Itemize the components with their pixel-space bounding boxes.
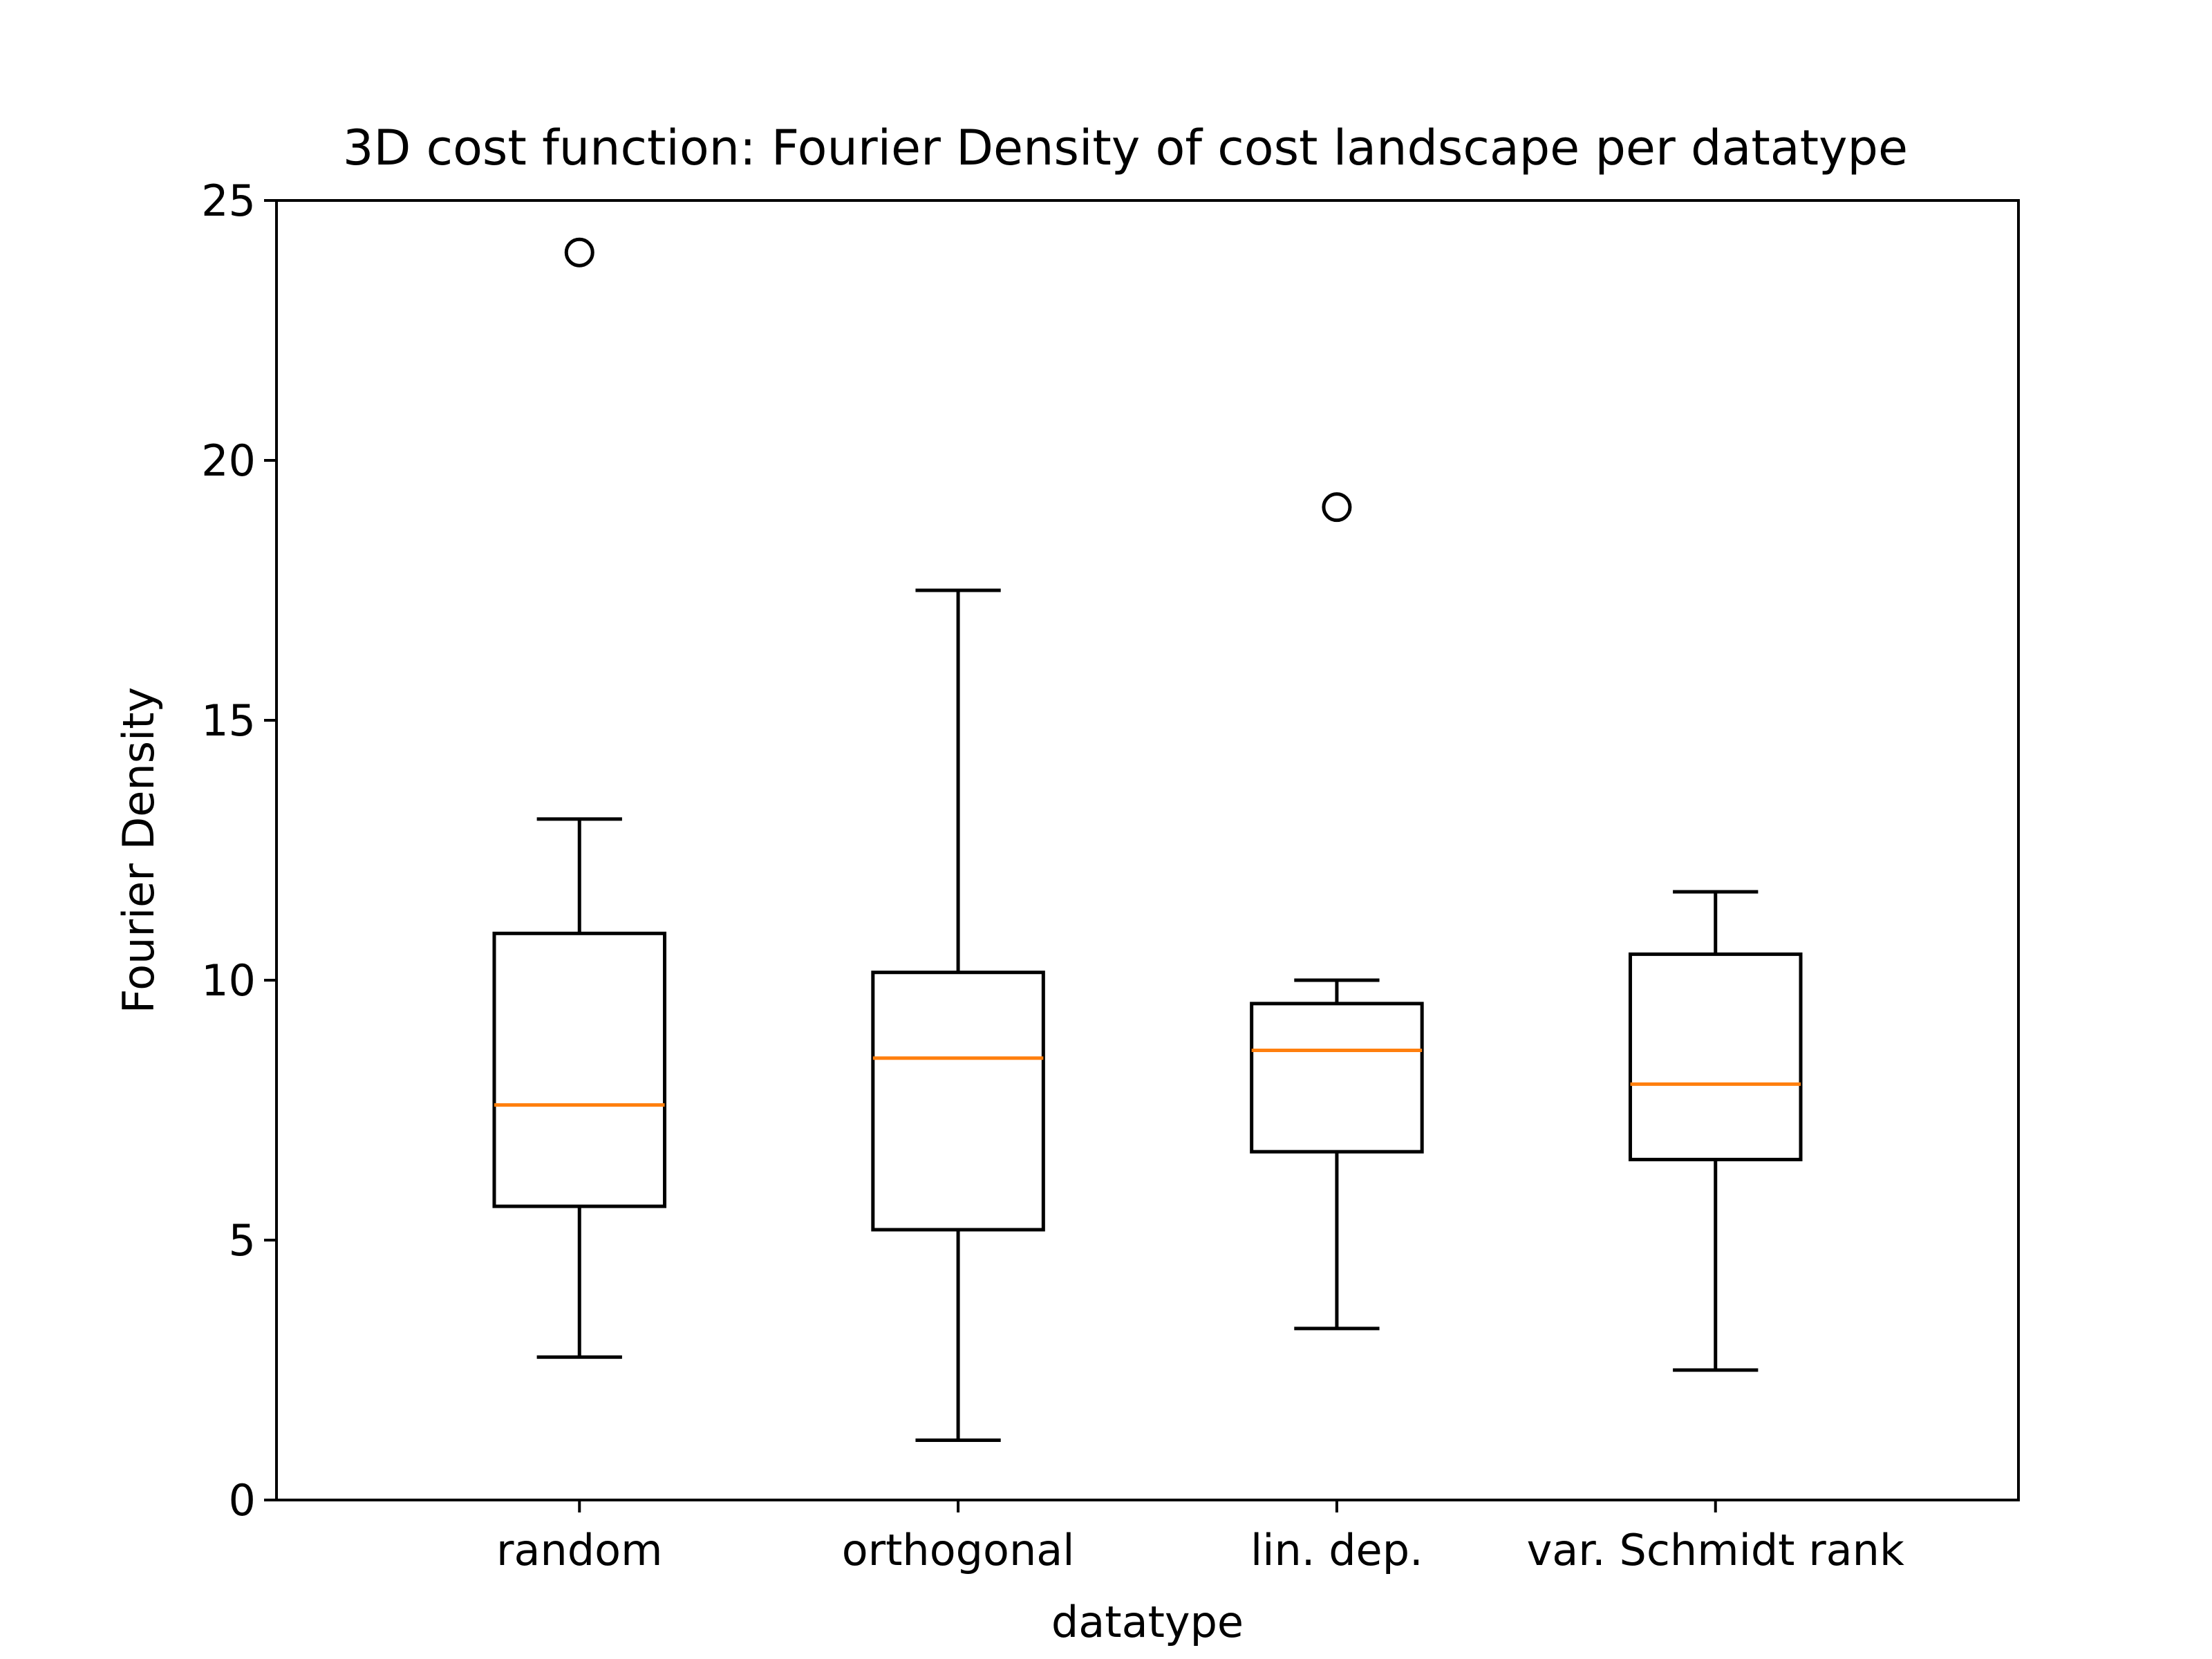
plot-area xyxy=(492,237,1803,1443)
outlier-point xyxy=(1322,492,1352,523)
y-tick-label: 10 xyxy=(201,955,256,1006)
chart-title: 3D cost function: Fourier Density of cos… xyxy=(343,120,1908,176)
box-iqr xyxy=(871,971,1045,1232)
box-iqr xyxy=(1628,952,1803,1161)
y-tick-label: 25 xyxy=(201,176,256,226)
y-tick-label: 20 xyxy=(201,435,256,486)
y-axis: 0 5 10 15 20 25 xyxy=(201,176,276,1526)
x-tick-label: var. Schmidt rank xyxy=(1527,1525,1904,1575)
y-tick-label: 15 xyxy=(201,695,256,746)
y-tick-label: 5 xyxy=(229,1215,256,1266)
box-orthogonal xyxy=(871,588,1045,1443)
box-var-schmidt-rank xyxy=(1628,890,1803,1372)
y-tick-label: 0 xyxy=(229,1475,256,1526)
y-axis-label: Fourier Density xyxy=(113,687,164,1013)
box-lin-dep xyxy=(1250,492,1424,1331)
box-iqr xyxy=(492,931,667,1208)
x-tick-label: lin. dep. xyxy=(1250,1525,1423,1575)
box-iqr xyxy=(1250,1002,1424,1154)
plot-frame xyxy=(275,199,2020,1501)
x-tick-label: orthogonal xyxy=(842,1525,1075,1575)
outlier-point xyxy=(564,237,594,268)
x-tick-label: random xyxy=(496,1525,662,1575)
x-axis: random orthogonal lin. dep. var. Schmidt ra… xyxy=(496,1500,1904,1575)
x-axis-label: datatype xyxy=(1051,1597,1244,1647)
box-random xyxy=(492,237,667,1359)
